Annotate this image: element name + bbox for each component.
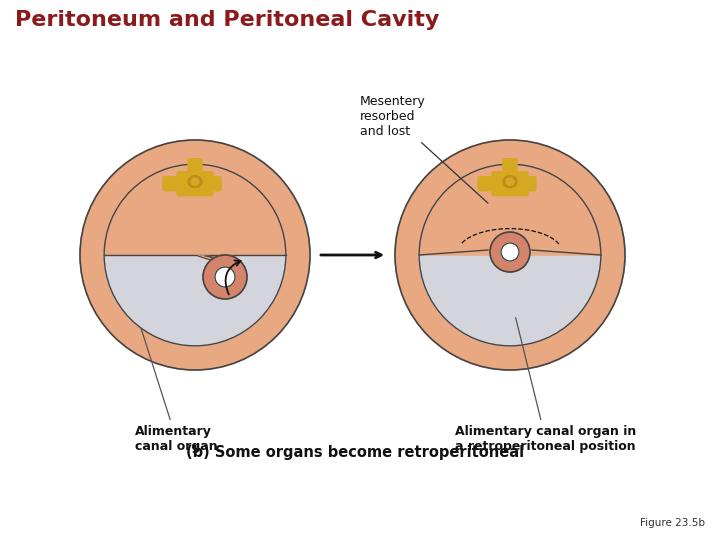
Circle shape: [104, 164, 286, 346]
FancyBboxPatch shape: [177, 172, 213, 195]
Wedge shape: [104, 164, 286, 255]
FancyBboxPatch shape: [492, 172, 528, 195]
Ellipse shape: [503, 176, 517, 188]
Circle shape: [501, 243, 519, 261]
FancyBboxPatch shape: [503, 159, 517, 177]
Circle shape: [215, 267, 235, 287]
Text: Peritoneum and Peritoneal Cavity: Peritoneum and Peritoneal Cavity: [15, 10, 439, 30]
Text: Alimentary
canal organ: Alimentary canal organ: [135, 328, 217, 453]
Ellipse shape: [188, 176, 202, 188]
Circle shape: [419, 164, 601, 346]
Circle shape: [395, 140, 625, 370]
Text: Alimentary canal organ in
a retroperitoneal position: Alimentary canal organ in a retroperiton…: [455, 318, 636, 453]
FancyBboxPatch shape: [207, 177, 221, 191]
Ellipse shape: [191, 178, 199, 185]
Text: (b) Some organs become retroperitoneal: (b) Some organs become retroperitoneal: [186, 445, 524, 460]
FancyBboxPatch shape: [163, 177, 177, 191]
Ellipse shape: [506, 178, 514, 185]
FancyBboxPatch shape: [478, 177, 492, 191]
Text: Mesentery
resorbed
and lost: Mesentery resorbed and lost: [360, 95, 488, 203]
Text: Figure 23.5b: Figure 23.5b: [640, 518, 705, 528]
Polygon shape: [198, 256, 230, 261]
Circle shape: [203, 255, 247, 299]
FancyBboxPatch shape: [188, 159, 202, 177]
FancyBboxPatch shape: [522, 177, 536, 191]
Wedge shape: [419, 164, 601, 255]
Circle shape: [80, 140, 310, 370]
Circle shape: [490, 232, 530, 272]
